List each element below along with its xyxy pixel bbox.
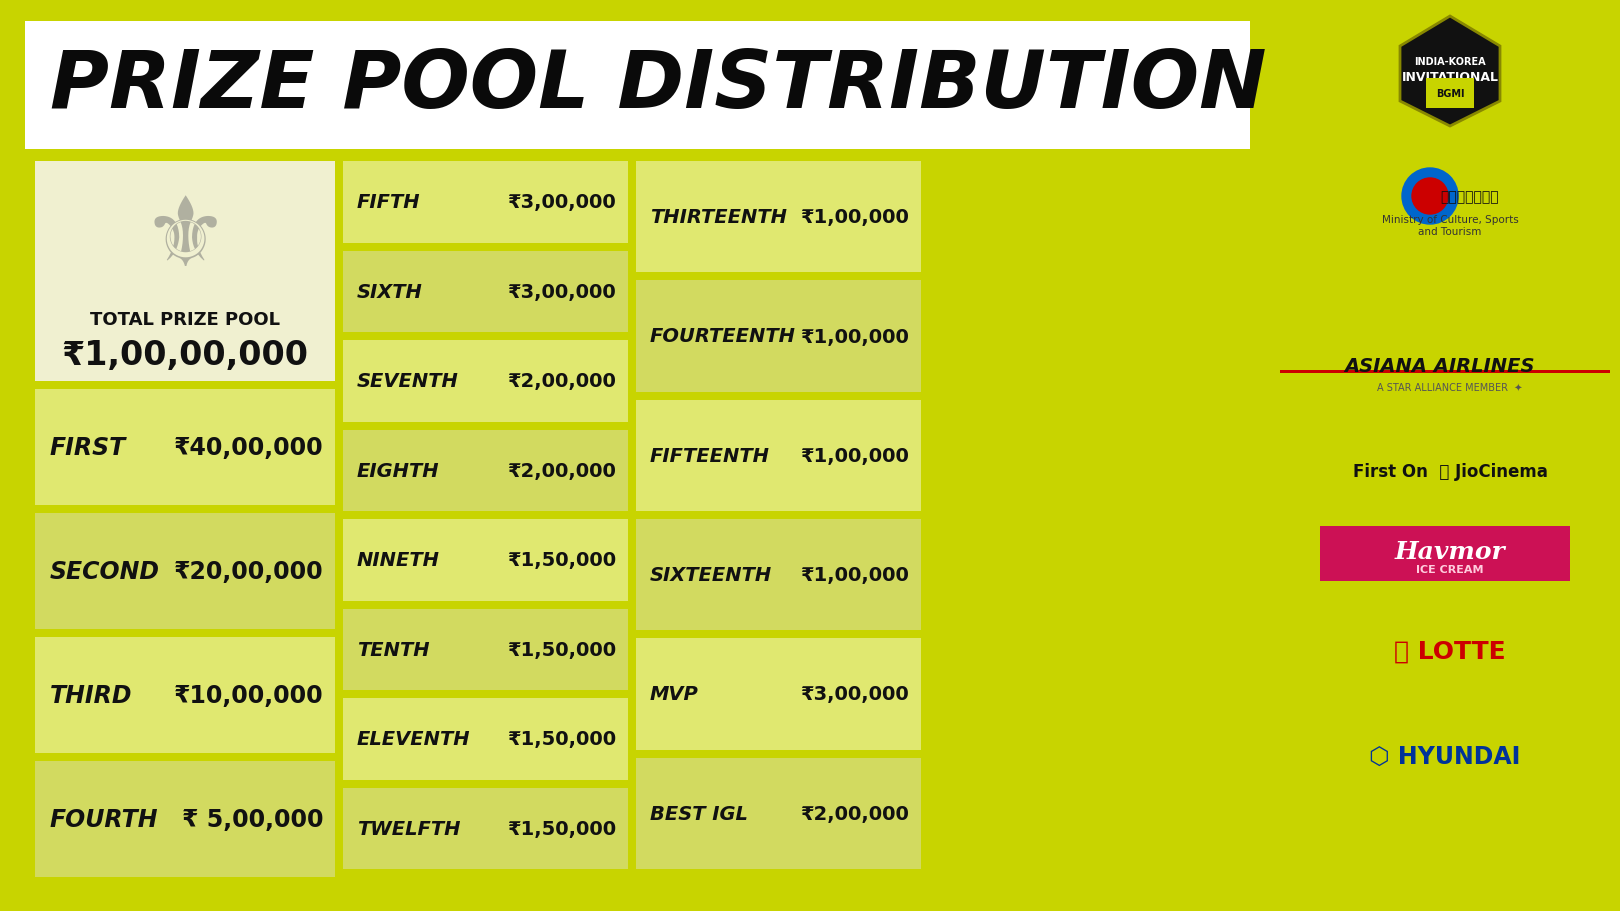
- Text: ₹1,00,000: ₹1,00,000: [800, 208, 909, 227]
- Bar: [343, 788, 629, 869]
- Text: INDIA-KOREA: INDIA-KOREA: [1414, 57, 1486, 67]
- Text: 문화체육관광부: 문화체육관광부: [1440, 189, 1500, 204]
- Text: FIFTEENTH: FIFTEENTH: [650, 446, 769, 466]
- Text: Havmor: Havmor: [1395, 539, 1505, 563]
- Text: 🔴 LOTTE: 🔴 LOTTE: [1395, 640, 1507, 663]
- Text: ⬡ HYUNDAI: ⬡ HYUNDAI: [1369, 744, 1521, 768]
- Text: MVP: MVP: [650, 685, 698, 703]
- Text: SECOND: SECOND: [50, 559, 160, 583]
- Text: ₹2,00,000: ₹2,00,000: [507, 461, 616, 480]
- Bar: [24, 22, 1251, 149]
- Text: FOURTH: FOURTH: [50, 807, 159, 831]
- Circle shape: [1413, 179, 1448, 215]
- Text: BEST IGL: BEST IGL: [650, 804, 748, 823]
- Text: ₹2,00,000: ₹2,00,000: [800, 804, 909, 823]
- Bar: [637, 639, 922, 750]
- Polygon shape: [1400, 17, 1500, 127]
- Text: Ministry of Culture, Sports: Ministry of Culture, Sports: [1382, 215, 1518, 225]
- Bar: [637, 519, 922, 630]
- Bar: [343, 609, 629, 691]
- Text: ₹1,50,000: ₹1,50,000: [507, 550, 616, 569]
- Text: ₹40,00,000: ₹40,00,000: [173, 435, 322, 459]
- Text: ₹1,00,000: ₹1,00,000: [800, 446, 909, 466]
- Text: PRIZE POOL DISTRIBUTION: PRIZE POOL DISTRIBUTION: [50, 47, 1267, 125]
- Text: THIRD: THIRD: [50, 683, 133, 707]
- Text: TOTAL PRIZE POOL: TOTAL PRIZE POOL: [91, 311, 280, 329]
- Text: ASIANA AIRLINES: ASIANA AIRLINES: [1345, 357, 1536, 376]
- Text: NINETH: NINETH: [356, 550, 441, 569]
- Text: TENTH: TENTH: [356, 640, 429, 659]
- Bar: [36, 390, 335, 506]
- Bar: [1280, 162, 1610, 271]
- Text: SEVENTH: SEVENTH: [356, 372, 458, 391]
- Text: ₹2,00,000: ₹2,00,000: [507, 372, 616, 391]
- Bar: [343, 698, 629, 780]
- Text: ₹3,00,000: ₹3,00,000: [507, 193, 616, 212]
- Text: FOURTEENTH: FOURTEENTH: [650, 327, 795, 346]
- Text: FIRST: FIRST: [50, 435, 126, 459]
- Text: THIRTEENTH: THIRTEENTH: [650, 208, 787, 227]
- Bar: [1320, 527, 1570, 581]
- Text: ₹20,00,000: ₹20,00,000: [173, 559, 322, 583]
- Text: A STAR ALLIANCE MEMBER  ✦: A STAR ALLIANCE MEMBER ✦: [1377, 383, 1523, 393]
- Bar: [1280, 371, 1610, 374]
- Text: ₹1,00,00,000: ₹1,00,00,000: [62, 339, 308, 372]
- Text: ICE CREAM: ICE CREAM: [1416, 565, 1484, 574]
- Bar: [343, 251, 629, 333]
- Text: SIXTH: SIXTH: [356, 282, 423, 302]
- Text: ELEVENTH: ELEVENTH: [356, 730, 471, 749]
- Bar: [637, 281, 922, 393]
- Text: ₹3,00,000: ₹3,00,000: [507, 282, 616, 302]
- Text: ₹1,50,000: ₹1,50,000: [507, 819, 616, 838]
- Bar: [343, 519, 629, 601]
- Bar: [343, 341, 629, 422]
- Bar: [36, 638, 335, 753]
- Circle shape: [1401, 169, 1458, 225]
- Text: ₹1,50,000: ₹1,50,000: [507, 640, 616, 659]
- Text: FIFTH: FIFTH: [356, 193, 421, 212]
- Bar: [36, 762, 335, 877]
- Text: ₹1,00,000: ₹1,00,000: [800, 327, 909, 346]
- Text: ₹1,50,000: ₹1,50,000: [507, 730, 616, 749]
- Text: ₹10,00,000: ₹10,00,000: [173, 683, 322, 707]
- Text: ₹ 5,00,000: ₹ 5,00,000: [181, 807, 322, 831]
- Text: ₹1,00,000: ₹1,00,000: [800, 566, 909, 585]
- Text: BGMI: BGMI: [1435, 89, 1464, 99]
- Bar: [36, 162, 335, 382]
- Text: SIXTEENTH: SIXTEENTH: [650, 566, 773, 585]
- Text: ₹3,00,000: ₹3,00,000: [800, 685, 909, 703]
- Bar: [36, 514, 335, 630]
- Bar: [343, 162, 629, 243]
- Text: and Tourism: and Tourism: [1419, 227, 1482, 237]
- Text: TWELFTH: TWELFTH: [356, 819, 460, 838]
- Text: ⚜: ⚜: [141, 192, 228, 285]
- Bar: [637, 162, 922, 273]
- Text: EIGHTH: EIGHTH: [356, 461, 439, 480]
- Text: First On  🎬 JioCinema: First On 🎬 JioCinema: [1353, 463, 1547, 480]
- Bar: [637, 758, 922, 869]
- Text: INVITATIONAL: INVITATIONAL: [1401, 70, 1498, 84]
- Bar: [343, 430, 629, 511]
- Bar: [637, 400, 922, 511]
